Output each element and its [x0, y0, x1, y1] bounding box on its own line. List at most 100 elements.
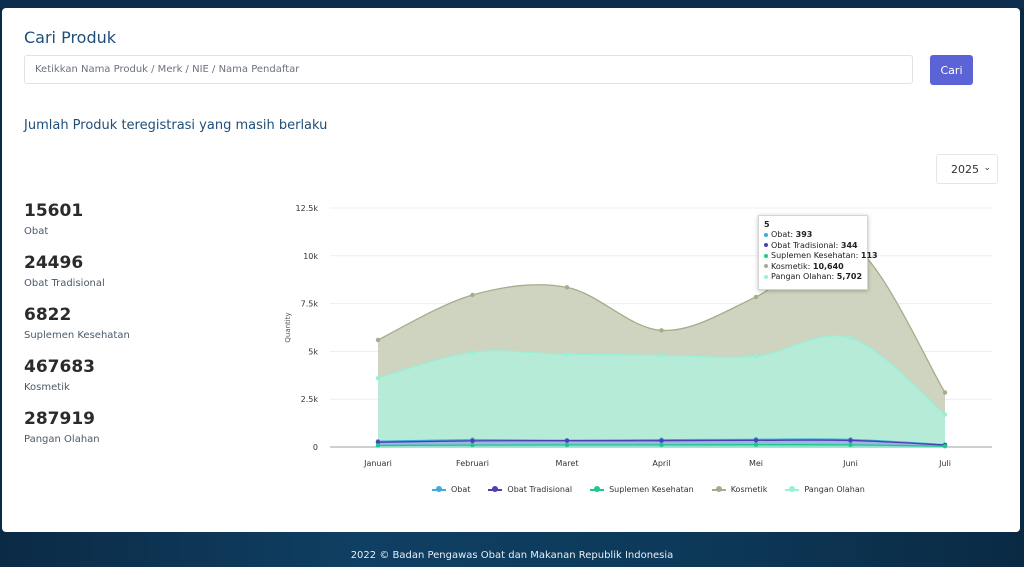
tooltip-series-value: 393: [795, 230, 813, 240]
legend-item[interactable]: Suplemen Kesehatan: [590, 485, 694, 494]
point-suplemen-kesehatan: [753, 442, 759, 447]
stat-value: 287919: [24, 409, 95, 429]
series-dot: [764, 232, 768, 237]
top-bar: [0, 0, 1024, 8]
search-input[interactable]: [24, 55, 913, 84]
tooltip-series-name: Obat: [771, 230, 791, 240]
legend-marker-icon: [785, 485, 800, 492]
stat-label: Kosmetik: [24, 382, 70, 393]
series-dot: [764, 243, 768, 248]
point-kosmetik: [564, 285, 570, 290]
stat-value: 467683: [24, 357, 95, 377]
series-dot: [764, 253, 768, 258]
y-tick-label: 2.5k: [301, 395, 319, 404]
point-kosmetik: [470, 292, 475, 298]
legend-marker-icon: [488, 485, 503, 492]
legend-label: Pangan Olahan: [804, 485, 865, 494]
x-tick-label: Februari: [456, 459, 489, 468]
tooltip-series-name: Kosmetik: [771, 261, 808, 271]
y-tick-label: 5k: [308, 347, 318, 356]
chevron-down-icon: ⌄: [983, 163, 991, 173]
legend-marker-icon: [432, 485, 446, 492]
chart-legend: Obat Obat Tradisional Suplemen Kesehatan Ko…: [432, 485, 865, 494]
legend-item[interactable]: Obat: [432, 485, 470, 494]
point-kosmetik: [942, 390, 948, 395]
section-title: Jumlah Produk teregistrasi yang masih be…: [24, 118, 328, 133]
point-kosmetik: [659, 328, 664, 333]
tooltip-series-value: 113: [860, 251, 878, 261]
year-select[interactable]: 2025 ⌄: [936, 154, 998, 184]
stat-value: 6822: [24, 305, 72, 325]
point-obat-tradisional: [375, 440, 381, 445]
tooltip-series-value: 10,640: [812, 261, 844, 271]
stat-label: Suplemen Kesehatan: [24, 330, 130, 341]
point-obat-tradisional: [659, 438, 664, 443]
x-tick-label: Maret: [556, 459, 579, 468]
y-tick-label: 12.5k: [296, 204, 319, 213]
tooltip-series-value: 344: [840, 240, 858, 250]
y-tick-label: 0: [313, 443, 318, 452]
point-obat-tradisional: [470, 438, 475, 444]
point-obat-tradisional: [753, 438, 759, 443]
point-pangan-olahan: [848, 335, 853, 341]
series-dot: [764, 264, 768, 269]
stat-kosmetik: 467683 Kosmetik: [24, 357, 95, 393]
legend-label: Suplemen Kesehatan: [609, 485, 694, 494]
point-obat-tradisional: [848, 438, 853, 443]
tooltip-title: 5: [764, 220, 770, 229]
point-pangan-olahan: [375, 375, 381, 381]
legend-label: Obat Tradisional: [507, 485, 573, 494]
point-suplemen-kesehatan: [375, 443, 381, 448]
stat-pangan-olahan: 287919 Pangan Olahan: [24, 409, 100, 445]
legend-item[interactable]: Kosmetik: [711, 485, 768, 494]
area-pangan-olahan: [378, 335, 945, 447]
legend-label: Obat: [451, 485, 471, 494]
point-suplemen-kesehatan: [659, 442, 664, 448]
x-tick-label: Juli: [938, 459, 951, 468]
x-tick-label: Mei: [749, 459, 763, 468]
stat-suplemen-kesehatan: 6822 Suplemen Kesehatan: [24, 305, 130, 341]
chart-tooltip: 5 Obat: 393 Obat Tradisional: 344 Suplem…: [758, 215, 878, 290]
legend-label: Kosmetik: [730, 485, 768, 494]
stat-label: Pangan Olahan: [24, 434, 100, 445]
stat-label: Obat Tradisional: [24, 278, 105, 289]
legend-item[interactable]: Obat Tradisional: [488, 485, 572, 494]
point-pangan-olahan: [942, 412, 948, 417]
tooltip-row: Obat: 393: [764, 230, 862, 240]
point-kosmetik: [753, 294, 759, 300]
point-pangan-olahan: [470, 350, 475, 355]
tooltip-row: Suplemen Kesehatan: 113: [764, 251, 878, 261]
point-pangan-olahan: [753, 353, 759, 359]
tooltip-row: Kosmetik: 10,640: [764, 262, 862, 272]
legend-item[interactable]: Pangan Olahan: [785, 485, 865, 494]
point-pangan-olahan: [564, 352, 570, 357]
point-pangan-olahan: [659, 353, 664, 358]
stat-obat-tradisional: 24496 Obat Tradisional: [24, 253, 105, 289]
point-suplemen-kesehatan: [470, 442, 475, 448]
tooltip-row: Obat Tradisional: 344: [764, 241, 862, 251]
stat-obat: 15601 Obat: [24, 201, 83, 237]
main-card: Cari Produk Cari Jumlah Produk teregistr…: [2, 8, 1020, 532]
tooltip-series-name: Pangan Olahan: [771, 272, 832, 282]
y-tick-label: 7.5k: [301, 300, 319, 309]
stat-value: 15601: [24, 201, 84, 221]
tooltip-series-name: Obat Tradisional: [771, 240, 836, 250]
search-button[interactable]: Cari: [930, 55, 973, 85]
page-title: Cari Produk: [24, 28, 117, 47]
tooltip-row: Pangan Olahan: 5,702: [764, 272, 862, 282]
stat-value: 24496: [24, 253, 84, 273]
tooltip-series-name: Suplemen Kesehatan: [771, 251, 856, 261]
point-suplemen-kesehatan: [564, 442, 570, 448]
footer-text: 2022 © Badan Pengawas Obat dan Makanan R…: [350, 550, 674, 561]
x-tick-label: April: [652, 459, 670, 468]
legend-marker-icon: [590, 485, 605, 492]
x-tick-label: Juni: [842, 459, 858, 468]
point-obat-tradisional: [564, 438, 570, 443]
stat-label: Obat: [24, 226, 49, 237]
point-suplemen-kesehatan: [848, 442, 853, 448]
legend-marker-icon: [711, 485, 726, 492]
tooltip-series-value: 5,702: [836, 272, 863, 282]
y-axis-label: Quantity: [284, 312, 292, 342]
year-select-value: 2025: [951, 162, 979, 176]
area-chart[interactable]: 0 2.5k 5k 7.5k 10k 12.5k Quantity Januari Februa…: [252, 198, 1002, 473]
